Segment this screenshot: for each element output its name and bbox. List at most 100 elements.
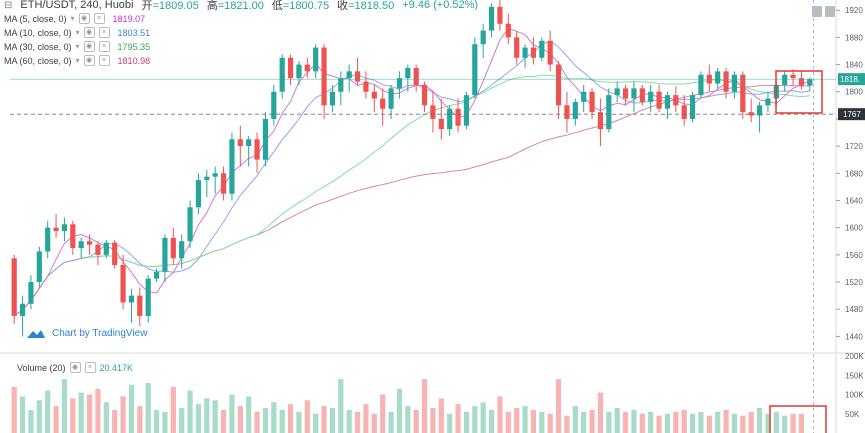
symbol-title: ETH/USDT, 240, Huobi — [20, 0, 134, 11]
candle-body — [313, 47, 319, 72]
candle-body — [472, 44, 478, 96]
volume-bar — [153, 409, 160, 433]
indicator-ma30[interactable]: MA (30, close, 0) ▾ ◉ × 1795.35 — [4, 41, 150, 52]
volume-bar — [505, 411, 511, 433]
dropdown-icon[interactable]: ▾ — [75, 42, 80, 51]
y-tick-label: 1480 — [845, 305, 863, 314]
candle-body — [555, 64, 562, 106]
price-axis[interactable]: 1440 1480 1520 1560 1600 1640 1680 1720 1800 1840… — [836, 6, 864, 419]
volume-bar — [287, 404, 294, 433]
close-icon[interactable]: × — [98, 27, 110, 38]
volume-bar — [497, 396, 503, 433]
dropdown-icon[interactable]: ▾ — [75, 56, 80, 65]
volume-bar — [430, 407, 436, 433]
visibility-icon[interactable]: ◉ — [83, 55, 95, 66]
volume-bar — [723, 409, 729, 433]
candle — [86, 234, 93, 255]
volume-bar — [438, 398, 444, 433]
volume-bar — [338, 379, 344, 433]
volume-bar — [53, 406, 59, 433]
candle — [321, 44, 327, 119]
candle — [338, 71, 344, 106]
candle — [480, 23, 486, 58]
candle — [656, 84, 662, 113]
volume-bar — [564, 415, 570, 433]
candle-body — [304, 64, 310, 72]
candle-body — [19, 303, 26, 317]
price-change: +9.46 (+0.52%) — [402, 0, 479, 11]
candle — [430, 91, 436, 133]
candle-body — [262, 118, 269, 160]
indicator-ma5[interactable]: MA (5, close, 0) ▾ ◉ × 1819.07 — [4, 13, 145, 24]
candle-body — [522, 47, 528, 58]
candle-body — [790, 74, 796, 79]
candle-body — [430, 105, 436, 119]
volume-bar — [170, 386, 176, 433]
visibility-icon[interactable]: ◉ — [83, 41, 95, 52]
volume-bar — [396, 388, 403, 433]
dropdown-icon[interactable]: ▾ — [75, 28, 80, 37]
volume-bar — [237, 406, 243, 433]
indicator-ma10[interactable]: MA (10, close, 0) ▾ ◉ × 1803.51 — [4, 27, 150, 38]
y-tick-label: 1680 — [845, 169, 863, 178]
candle — [220, 166, 227, 201]
candle-body — [631, 88, 637, 99]
candle — [756, 101, 763, 133]
volume-bar — [86, 394, 93, 433]
maximize-icon[interactable] — [812, 6, 822, 17]
candle — [723, 67, 729, 99]
volume-bar — [405, 406, 411, 433]
candle — [170, 227, 176, 266]
candle-body — [287, 57, 294, 79]
candle — [421, 81, 428, 113]
visibility-icon[interactable]: ◉ — [78, 13, 90, 24]
volume-bar — [279, 409, 285, 433]
volume-legend[interactable]: Volume (20) ◉ × 20.417K — [17, 362, 133, 373]
tradingview-watermark[interactable]: Chart by TradingView — [26, 327, 147, 339]
volume-bar — [606, 411, 612, 433]
candle-body — [145, 278, 151, 317]
candle-body — [782, 74, 788, 85]
volume-bar — [95, 388, 101, 433]
volume-bar — [782, 415, 788, 433]
candle-body — [95, 244, 101, 255]
candle — [673, 86, 679, 113]
highlight-box-volume — [769, 405, 827, 433]
candle-body — [396, 78, 403, 89]
close-icon[interactable]: × — [84, 362, 96, 373]
candle-body — [463, 95, 470, 126]
candle — [95, 241, 101, 266]
close-icon[interactable]: × — [98, 41, 110, 52]
volume-tick-label: 150K — [845, 371, 864, 380]
crosshair-price-tag — [838, 108, 865, 121]
visibility-icon[interactable]: ◉ — [83, 27, 95, 38]
candle — [664, 91, 671, 119]
candle-body — [45, 227, 51, 252]
candle — [137, 287, 143, 327]
candle — [731, 71, 738, 99]
volume-bar — [321, 406, 327, 433]
volume-bar — [195, 404, 202, 433]
candle — [455, 98, 461, 133]
close-icon[interactable]: × — [93, 13, 105, 24]
high-price: 高=1821.00 — [206, 0, 264, 12]
indicator-ma60[interactable]: MA (60, close, 0) ▾ ◉ × 1810.98 — [4, 55, 150, 66]
volume-bar — [463, 411, 470, 433]
visibility-icon[interactable]: ◉ — [69, 362, 81, 373]
volume-bar — [748, 411, 754, 433]
dropdown-icon[interactable]: ▾ — [70, 14, 75, 23]
candle-body — [648, 91, 654, 102]
volume-bar — [681, 409, 687, 433]
collapse-icon[interactable]: ⊟ — [4, 0, 13, 11]
candle-body — [112, 242, 118, 266]
settings-icon[interactable] — [825, 6, 835, 17]
volume-bar — [36, 400, 42, 433]
candle — [522, 44, 528, 68]
volume-bar — [413, 409, 419, 433]
close-icon[interactable]: × — [98, 55, 110, 66]
highlight-box-price — [775, 70, 823, 114]
candle — [715, 67, 721, 89]
candle-body — [128, 295, 135, 303]
